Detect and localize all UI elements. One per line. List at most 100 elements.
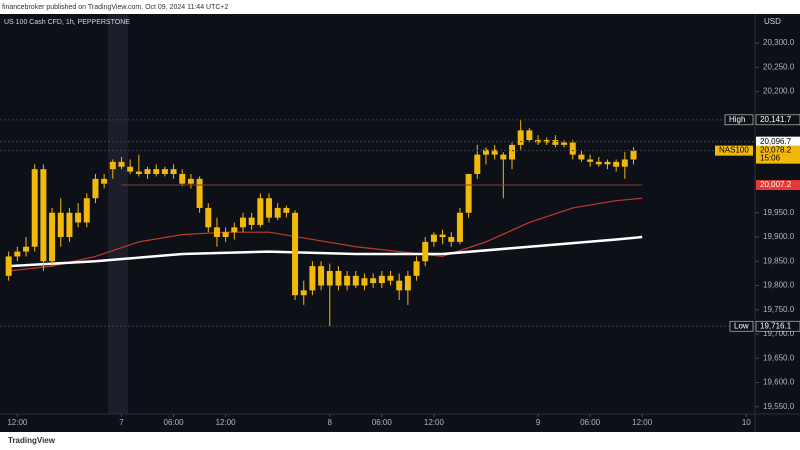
candle-body — [153, 169, 160, 174]
x-tick-label: 12:00 — [7, 418, 28, 427]
candle-body — [257, 198, 264, 225]
candle-body — [543, 140, 550, 143]
price-label-box — [756, 136, 800, 147]
candle-body — [352, 275, 359, 286]
y-tick-label: 20,250.0 — [763, 62, 795, 71]
x-tick-label: 06:00 — [580, 418, 601, 427]
brand: TradingView — [8, 436, 56, 445]
symbol-title: US 100 Cash CFD, 1h, PEPPERSTONE — [4, 19, 130, 26]
price-label: 20,141.7 — [760, 115, 792, 124]
candle-body — [613, 161, 620, 167]
price-label: 20,078.2 — [760, 146, 792, 155]
candle-body — [578, 154, 585, 160]
currency: USD — [764, 17, 781, 26]
candle-body — [413, 261, 420, 276]
candle-body — [595, 161, 602, 165]
candle-body — [266, 198, 273, 218]
candle-body — [309, 266, 316, 291]
y-tick-label: 19,800.0 — [763, 281, 795, 290]
candle-body — [318, 266, 325, 286]
candle-body — [83, 198, 90, 223]
candle-body — [222, 232, 229, 238]
candle-body — [213, 227, 220, 238]
candle-body — [456, 212, 463, 242]
candle-body — [535, 140, 542, 143]
candle-body — [231, 227, 238, 233]
price-label-box — [755, 114, 800, 126]
x-tick-label: 7 — [119, 418, 124, 427]
candle-body — [31, 169, 38, 247]
candle-body — [482, 149, 489, 155]
y-tick-label: 19,700.0 — [763, 329, 795, 338]
candle-body — [187, 178, 194, 184]
candle-body — [66, 212, 73, 238]
moving-average — [8, 235, 643, 268]
candle-body — [75, 212, 82, 223]
x-tick-label: 12:00 — [632, 418, 653, 427]
candle-body — [569, 142, 576, 155]
candle-body — [361, 278, 368, 286]
candle-body — [448, 237, 455, 242]
candle-body — [23, 246, 30, 252]
candle-body — [630, 150, 637, 160]
candle-body — [370, 278, 377, 284]
candle-body — [500, 154, 507, 160]
candle-body — [465, 174, 472, 213]
candle-body — [404, 275, 411, 291]
candle-body — [526, 130, 533, 141]
candle-body — [274, 207, 281, 218]
candle-body — [344, 275, 351, 286]
candle-body — [387, 275, 394, 281]
price-label-box — [755, 320, 800, 332]
price-label: 20,007.2 — [760, 180, 792, 189]
y-tick-label: 20,200.0 — [763, 87, 795, 96]
x-tick-label: 8 — [328, 418, 333, 427]
x-tick-label: 10 — [742, 418, 751, 427]
candle-body — [14, 251, 21, 257]
candle-body — [92, 178, 99, 199]
candle-body — [49, 212, 56, 262]
candle-body — [127, 166, 134, 172]
candle-body — [144, 169, 151, 174]
footer-bar — [0, 432, 800, 450]
candle-body — [239, 217, 246, 228]
candle-body — [587, 159, 594, 162]
price-label-box — [756, 145, 800, 164]
publisher-text: financebroker published on TradingView.c… — [2, 4, 229, 11]
candle-body — [422, 241, 429, 262]
y-tick-label: 20,300.0 — [763, 38, 795, 47]
candle-body — [604, 161, 611, 165]
candle-body — [135, 171, 142, 174]
price-tag: High — [729, 115, 745, 124]
countdown: 15:06 — [760, 154, 781, 163]
x-tick-label: 12:00 — [216, 418, 237, 427]
candle-body — [292, 212, 299, 296]
y-tick-label: 19,650.0 — [763, 353, 795, 362]
x-tick-label: 12:00 — [424, 418, 445, 427]
moving-average — [8, 197, 643, 272]
candle-body — [161, 169, 168, 174]
x-tick-label: 06:00 — [372, 418, 393, 427]
price-label-box — [756, 180, 800, 191]
candle-body — [179, 174, 186, 184]
x-tick-label: 9 — [536, 418, 541, 427]
price-tag-box — [724, 114, 754, 126]
candle-body — [561, 142, 568, 145]
y-tick-label: 19,750.0 — [763, 305, 795, 314]
price-tag-box — [729, 320, 754, 332]
candle-body — [621, 159, 628, 167]
candle-body — [491, 149, 498, 155]
candle-body — [109, 161, 116, 170]
candle-body — [326, 270, 333, 286]
price-label: 20,096.7 — [760, 137, 792, 146]
candle-body — [248, 217, 255, 225]
candle-body — [5, 256, 12, 276]
day-highlight — [108, 14, 128, 414]
price-label: 19,716.1 — [760, 321, 792, 330]
candle-body — [170, 169, 177, 174]
candle-body — [509, 144, 516, 160]
candle-body — [335, 270, 342, 286]
price-tag: Low — [734, 321, 749, 330]
